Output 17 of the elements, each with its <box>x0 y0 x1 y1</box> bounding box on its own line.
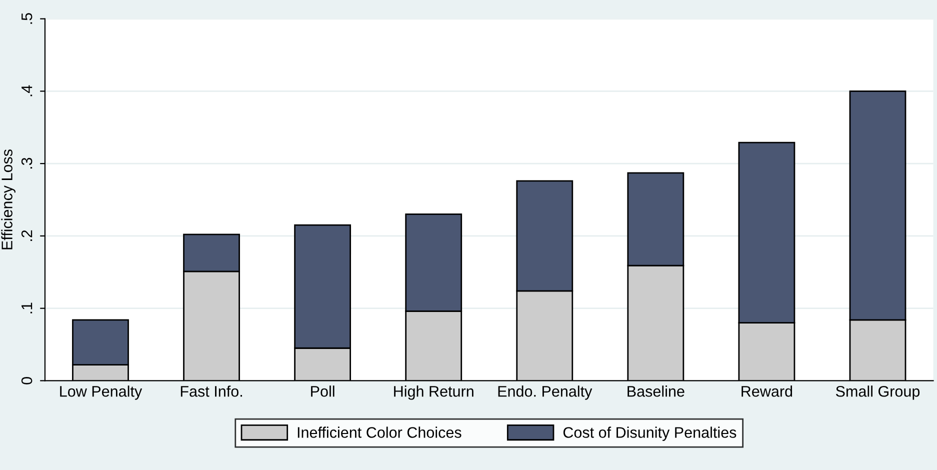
x-tick-label: Low Penalty <box>60 386 142 400</box>
y-tick-label: .3 <box>21 158 32 169</box>
x-tick-label: Baseline <box>628 386 684 397</box>
x-tick-label: Reward <box>742 386 792 397</box>
legend-label: Cost of Disunity Penalties <box>563 426 736 441</box>
x-tick-label: Small Group <box>836 386 920 400</box>
x-tick-label: Poll <box>311 386 334 397</box>
y-axis-title: Efficiency Loss <box>1 149 16 250</box>
legend-label: Inefficient Color Choices <box>298 426 462 438</box>
x-tick-label: Endo. Penalty <box>498 386 592 400</box>
y-tick-label: .4 <box>22 85 32 96</box>
y-tick-label: .1 <box>22 302 32 314</box>
x-tick-label: Fast Info. <box>180 386 242 397</box>
y-tick-label: 0 <box>21 377 32 384</box>
y-tick-label: .2 <box>21 230 32 241</box>
x-tick-label: High Return <box>394 386 474 400</box>
y-tick-label: .5 <box>22 13 32 24</box>
